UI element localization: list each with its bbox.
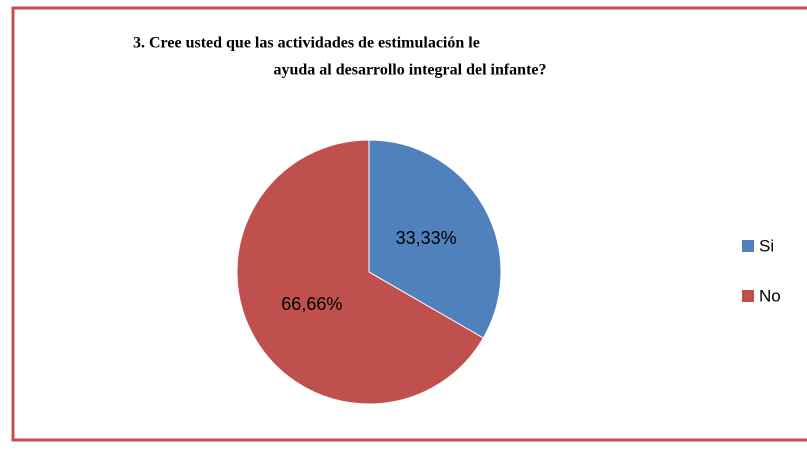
chart-title: ayuda al desarrollo integral del infante…	[273, 62, 546, 79]
chart-title: 3. Cree usted que las actividades de est…	[133, 35, 480, 52]
legend-label: No	[759, 286, 781, 305]
legend-swatch	[742, 290, 754, 302]
legend-label: Si	[759, 236, 774, 255]
legend-swatch	[742, 240, 754, 252]
data-label: 33,33%	[396, 228, 457, 248]
pie-slice	[236, 139, 484, 405]
data-label: 66,66%	[281, 294, 342, 314]
pie-slice	[368, 139, 502, 339]
